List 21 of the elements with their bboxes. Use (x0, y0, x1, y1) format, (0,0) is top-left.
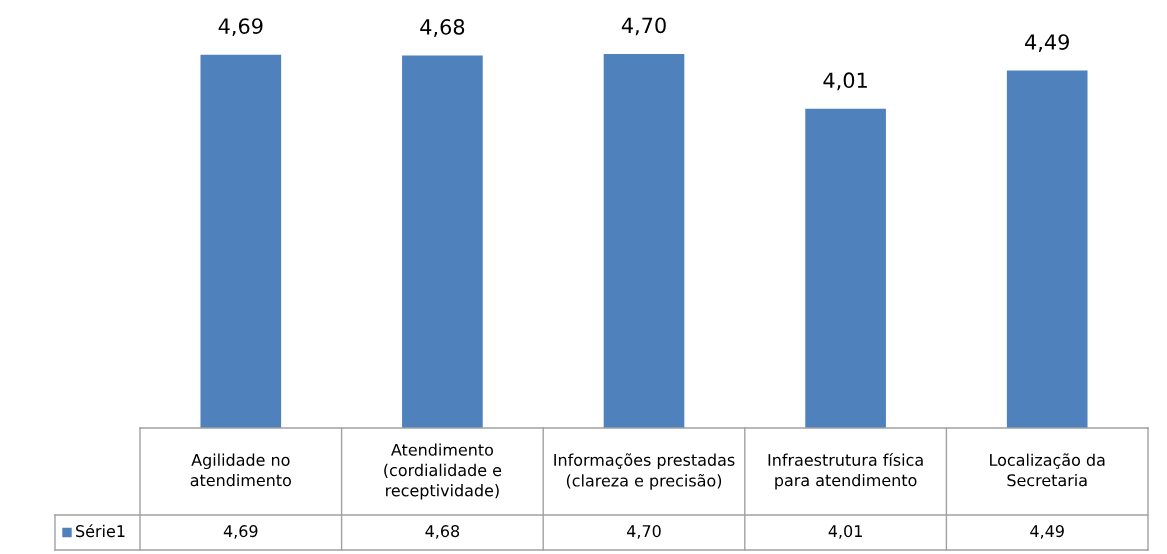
x-tick-label: Informações prestadas (clareza e precisão) (554, 453, 735, 490)
text: 4,68 (420, 19, 465, 37)
bar (805, 108, 886, 428)
data-label: 4,70 (627, 525, 661, 539)
data-label: 4,49 (1030, 525, 1064, 539)
bar (1006, 70, 1088, 428)
legend-label: Série1 (76, 524, 125, 538)
x-tick-label: Infraestrutura física para atendimento (768, 452, 923, 490)
bar (200, 54, 282, 428)
text: 4,69 (218, 18, 263, 37)
x-tick-label: Atendimento (cordialidade e receptividade) (384, 443, 502, 500)
x-tick-label: Localização da Secretaria (990, 453, 1105, 487)
text: 4,70 (621, 17, 666, 36)
text: 4,01 (823, 72, 867, 91)
x-tick-label: Agilidade no atendimento (190, 453, 291, 487)
bar (402, 55, 483, 428)
data-label: 4,01 (828, 525, 862, 539)
data-label: 4,68 (425, 525, 460, 539)
text: 4,49 (1025, 34, 1069, 53)
data-label: 4,69 (223, 525, 258, 539)
bar (603, 53, 685, 428)
